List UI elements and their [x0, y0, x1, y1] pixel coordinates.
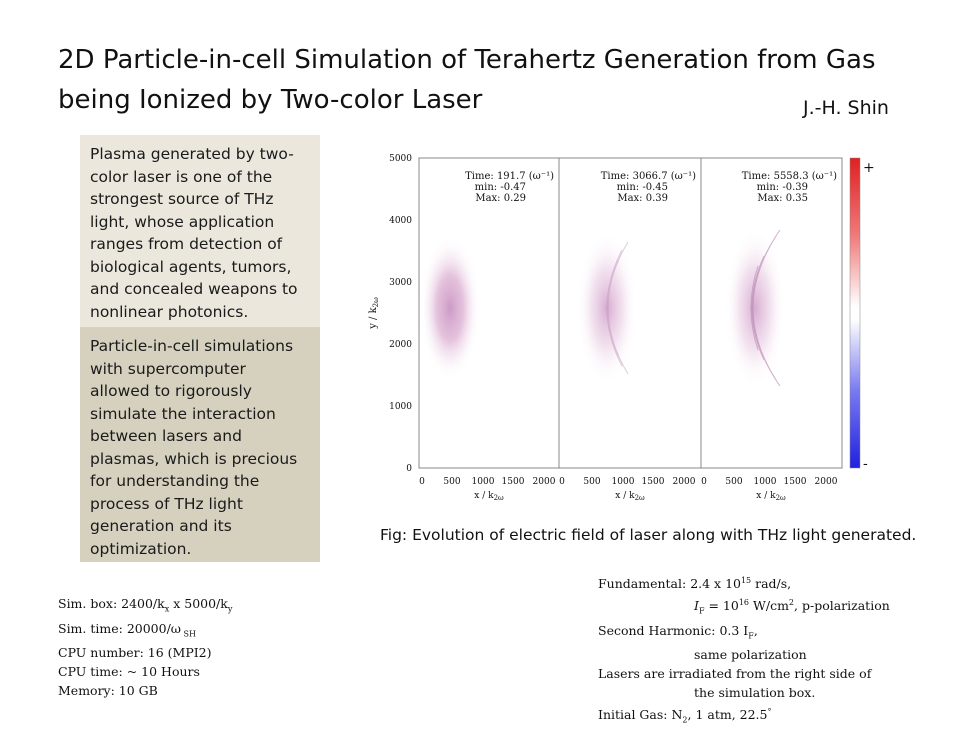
ytick-label: 3000 [389, 278, 412, 288]
panel-2-time: Time: 3066.7 (ω⁻¹) [601, 171, 696, 182]
x-axis-label-1: x / k2ω [474, 491, 504, 502]
colorbar-plus-label: + [863, 160, 875, 176]
xtick-label: 2000 [815, 477, 838, 487]
panel-1-pulse [420, 236, 480, 380]
xtick-label: 500 [725, 477, 742, 487]
panel-3-rings [750, 229, 781, 387]
method-box: Particle-in-cell simulations with superc… [80, 327, 320, 562]
method-text: Particle-in-cell simulations with superc… [90, 337, 298, 558]
ytick-label: 1000 [389, 402, 412, 412]
x-axis-label-2: x / k2ω [615, 491, 645, 502]
panel-3-time: Time: 5558.3 (ω⁻¹) [742, 171, 837, 182]
cpu-time-line: CPU time: ~ 10 Hours [58, 664, 200, 679]
panel-1-max: Max: 0.29 [475, 193, 526, 204]
second-harmonic-polarization: same polarization [694, 647, 807, 663]
xtick-label: 1000 [472, 477, 495, 487]
panel-3-min: min: -0.39 [757, 182, 808, 193]
cpu-number-line: CPU number: 16 (MPI2) [58, 645, 212, 660]
second-harmonic-line: Second Harmonic: 0.3 IF, [598, 622, 758, 641]
laser-parameters: Fundamental: 2.4 x 1015 rad/s, IF = 1016… [598, 571, 890, 730]
ytick-label: 0 [406, 464, 412, 474]
intro-text: Plasma generated by two-color laser is o… [90, 145, 298, 321]
ytick-label: 4000 [389, 216, 412, 226]
xtick-label: 500 [583, 477, 600, 487]
memory-line: Memory: 10 GB [58, 683, 158, 698]
xtick-label: 2000 [533, 477, 556, 487]
simulation-parameters: Sim. box: 2400/kx x 5000/ky Sim. time: 2… [58, 594, 232, 700]
slide-title: 2D Particle-in-cell Simulation of Terahe… [58, 45, 876, 115]
author-name: J.-H. Shin [803, 97, 889, 119]
xtick-label: 0 [559, 477, 565, 487]
sim-time-line: Sim. time: 20000/ω SH [58, 620, 196, 639]
panel-3-pulse [725, 228, 785, 388]
xtick-label: 500 [443, 477, 460, 487]
xtick-label: 1500 [502, 477, 525, 487]
xtick-label: 1500 [784, 477, 807, 487]
panel-3-max: Max: 0.35 [757, 193, 808, 204]
xtick-label: 1000 [754, 477, 777, 487]
irradiation-line-2: the simulation box. [694, 685, 816, 701]
fundamental-intensity-line: IF = 1016 W/cm2, p-polarization [694, 598, 890, 616]
colorbar [849, 157, 861, 469]
xtick-label: 1500 [642, 477, 665, 487]
x-axis-label-3: x / k2ω [756, 491, 786, 502]
panel-2-rings [606, 241, 629, 375]
ytick-label: 5000 [389, 154, 412, 164]
panel-2-max: Max: 0.39 [617, 193, 668, 204]
irradiation-line: Lasers are irradiated from the right sid… [598, 666, 872, 682]
xtick-label: 2000 [673, 477, 696, 487]
intro-box: Plasma generated by two-color laser is o… [80, 135, 320, 327]
panel-1-time: Time: 191.7 (ω⁻¹) [465, 171, 554, 182]
ytick-label: 2000 [389, 340, 412, 350]
simulation-figure: + - 5000 4000 3000 2000 1000 0 y / k2ω 0… [368, 154, 875, 502]
xtick-label: 0 [419, 477, 425, 487]
panel-2-min: min: -0.45 [617, 182, 668, 193]
y-axis-label: y / k2ω [368, 297, 380, 330]
initial-gas-line: Initial Gas: N2, 1 atm, 22.5° [598, 707, 772, 725]
fundamental-line: Fundamental: 2.4 x 1015 rad/s, [598, 576, 792, 592]
figure-caption: Fig: Evolution of electric field of lase… [380, 526, 917, 544]
colorbar-minus-label: - [863, 456, 868, 472]
sim-box-line: Sim. box: 2400/kx x 5000/ky [58, 596, 233, 614]
xtick-label: 1000 [612, 477, 635, 487]
xtick-label: 0 [701, 477, 707, 487]
panel-1-min: min: -0.47 [475, 182, 526, 193]
